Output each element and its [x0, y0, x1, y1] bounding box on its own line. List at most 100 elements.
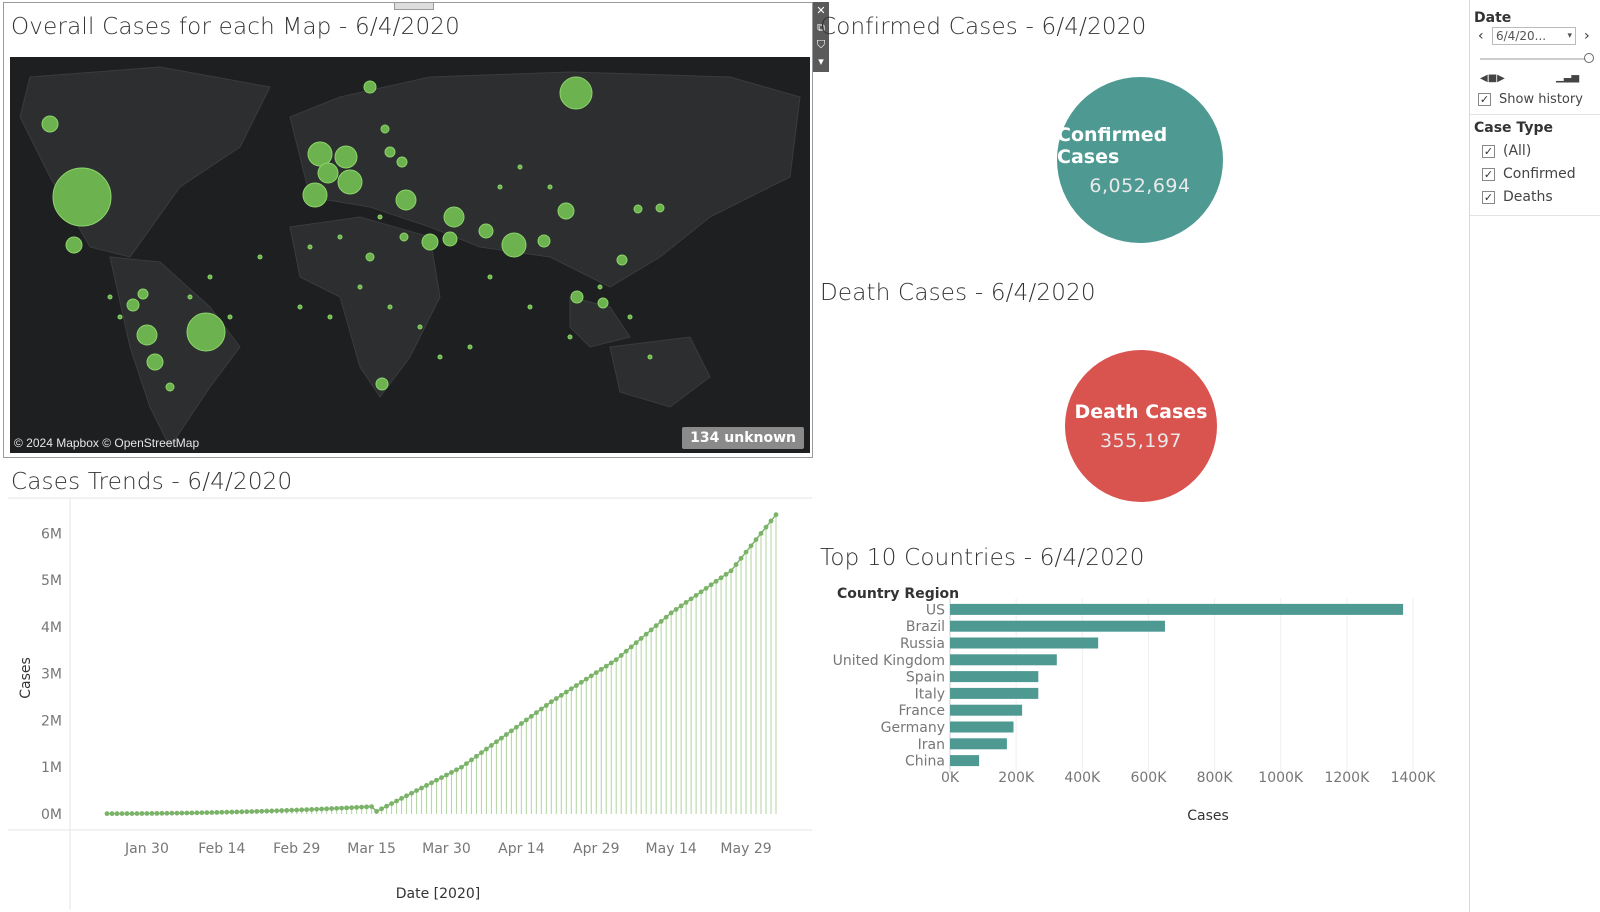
trend-point[interactable]	[449, 770, 454, 775]
case-type-option-all[interactable]: ✓ (All)	[1482, 143, 1531, 159]
case-marker[interactable]	[302, 182, 328, 208]
case-marker[interactable]	[117, 314, 123, 320]
trend-point[interactable]	[523, 717, 529, 723]
case-markers[interactable]	[41, 76, 665, 392]
case-marker[interactable]	[647, 354, 653, 360]
case-marker[interactable]	[437, 354, 443, 360]
trend-point[interactable]	[474, 753, 479, 759]
filter-icon[interactable]: ⛉	[816, 38, 826, 51]
date-slider[interactable]	[1480, 58, 1588, 60]
case-marker[interactable]	[377, 214, 383, 220]
trend-point[interactable]	[533, 710, 539, 716]
trend-point[interactable]	[583, 676, 589, 682]
trend-point[interactable]	[508, 728, 514, 734]
trend-point[interactable]	[149, 811, 155, 816]
case-marker[interactable]	[357, 284, 363, 290]
trends-series[interactable]	[104, 512, 779, 817]
case-marker[interactable]	[421, 233, 439, 251]
trend-point[interactable]	[404, 793, 409, 799]
case-marker[interactable]	[380, 124, 390, 134]
trend-point[interactable]	[708, 582, 714, 588]
trend-point[interactable]	[763, 524, 769, 530]
trend-point[interactable]	[244, 809, 250, 815]
trend-point[interactable]	[219, 809, 225, 815]
case-marker[interactable]	[478, 223, 494, 239]
case-marker[interactable]	[633, 204, 643, 214]
trend-point[interactable]	[234, 809, 240, 815]
trend-point[interactable]	[668, 610, 674, 616]
case-marker[interactable]	[597, 297, 609, 309]
trend-point[interactable]	[743, 549, 749, 555]
date-slider-handle[interactable]	[1584, 53, 1594, 63]
trend-point[interactable]	[264, 808, 270, 814]
trend-point[interactable]	[683, 599, 689, 605]
trend-point[interactable]	[189, 810, 195, 816]
top10-bars[interactable]	[950, 603, 1404, 767]
dropdown-icon[interactable]: ▾	[818, 55, 824, 68]
case-marker[interactable]	[307, 141, 333, 167]
case-type-confirmed-checkbox[interactable]: ✓	[1482, 167, 1495, 181]
trend-point[interactable]	[543, 702, 549, 708]
trend-point[interactable]	[294, 807, 300, 813]
date-dropdown[interactable]: 6/4/20... ▾	[1492, 27, 1576, 45]
top10-bar[interactable]	[950, 704, 1023, 716]
case-marker[interactable]	[387, 304, 393, 310]
case-marker[interactable]	[363, 80, 377, 94]
popout-icon[interactable]: ⧉	[817, 21, 825, 34]
case-marker[interactable]	[497, 184, 503, 190]
top10-bar[interactable]	[950, 721, 1014, 733]
trend-point[interactable]	[613, 657, 619, 663]
case-marker[interactable]	[559, 76, 593, 110]
case-marker[interactable]	[317, 162, 339, 184]
trend-point[interactable]	[359, 804, 365, 810]
trend-point[interactable]	[259, 808, 265, 814]
trend-point[interactable]	[538, 706, 544, 712]
trend-point[interactable]	[354, 804, 360, 810]
trends-chart[interactable]: 0M 1M 2M 3M 4M 5M 6M Jan 30 Feb 14 Feb 29 Mar 15 M…	[0, 470, 815, 910]
trend-point[interactable]	[224, 809, 230, 815]
trend-point[interactable]	[239, 809, 245, 815]
case-marker[interactable]	[187, 294, 193, 300]
case-marker[interactable]	[186, 312, 226, 352]
trend-point[interactable]	[663, 614, 669, 620]
trend-point[interactable]	[339, 805, 345, 811]
trend-point[interactable]	[588, 673, 594, 679]
case-marker[interactable]	[567, 334, 573, 340]
trend-point[interactable]	[638, 636, 644, 641]
trend-point[interactable]	[768, 518, 774, 524]
trend-point[interactable]	[269, 808, 275, 814]
trend-point[interactable]	[658, 618, 664, 624]
trend-point[interactable]	[369, 804, 375, 810]
case-marker[interactable]	[337, 234, 343, 240]
playback-controls[interactable]: ◀■▶	[1480, 73, 1505, 84]
case-marker[interactable]	[384, 146, 396, 158]
trend-point[interactable]	[104, 811, 110, 817]
trend-point[interactable]	[484, 746, 489, 752]
trend-point[interactable]	[174, 810, 180, 816]
case-marker[interactable]	[487, 274, 493, 280]
trend-point[interactable]	[154, 810, 160, 816]
case-marker[interactable]	[126, 298, 140, 312]
top10-bar[interactable]	[950, 603, 1404, 615]
trend-point[interactable]	[409, 790, 414, 796]
trend-point[interactable]	[399, 796, 404, 801]
case-marker[interactable]	[365, 252, 375, 262]
trend-point[interactable]	[124, 811, 130, 816]
trend-point[interactable]	[194, 810, 200, 816]
trend-point[interactable]	[623, 648, 629, 654]
death-circle[interactable]: Death Cases 355,197	[1065, 350, 1217, 502]
trend-point[interactable]	[513, 724, 519, 730]
case-marker[interactable]	[627, 314, 633, 320]
trend-point[interactable]	[628, 644, 634, 650]
trend-point[interactable]	[344, 805, 350, 811]
trend-point[interactable]	[384, 803, 389, 809]
case-marker[interactable]	[537, 234, 551, 248]
trend-point[interactable]	[159, 810, 165, 816]
case-marker[interactable]	[375, 377, 389, 391]
trend-point[interactable]	[204, 810, 210, 816]
trend-point[interactable]	[563, 689, 569, 695]
trend-point[interactable]	[548, 699, 554, 705]
case-marker[interactable]	[257, 254, 263, 260]
trend-point[interactable]	[329, 806, 335, 811]
